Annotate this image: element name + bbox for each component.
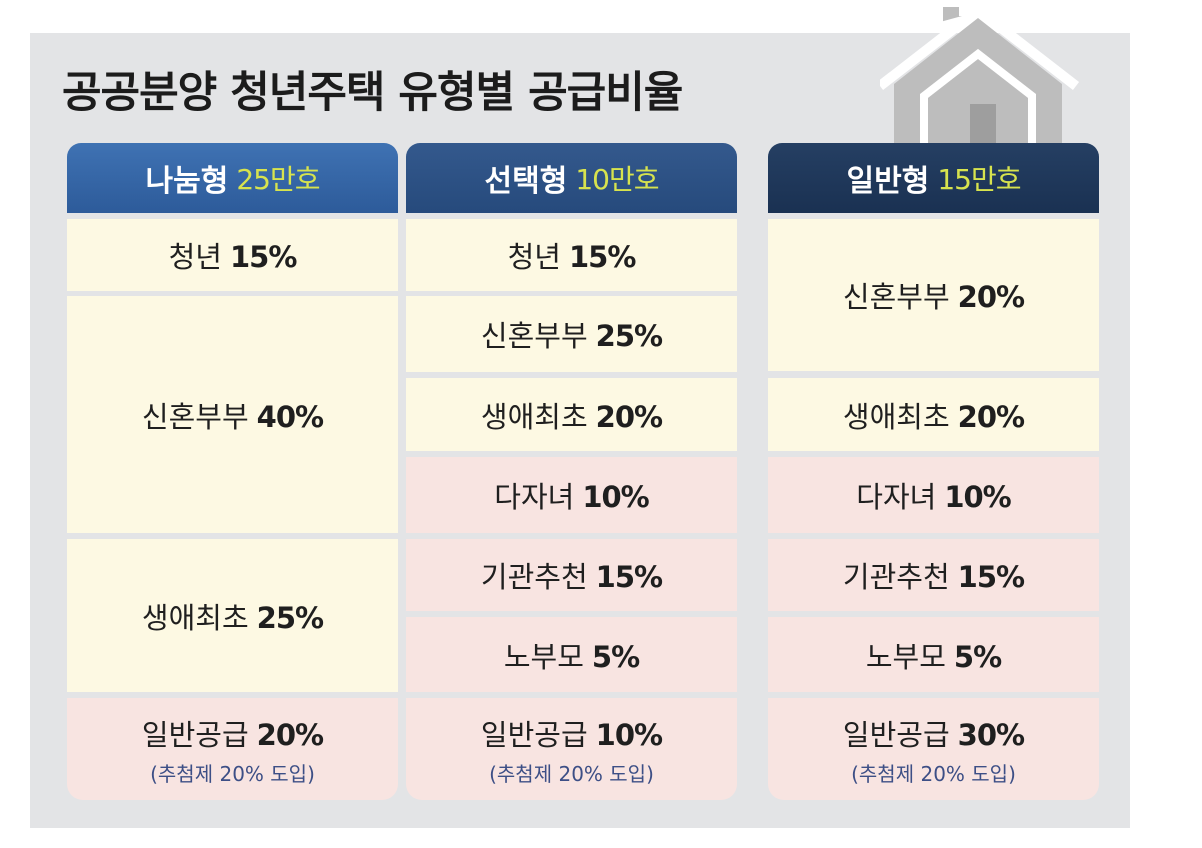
table-cell: 신혼부부 25% — [406, 296, 737, 372]
column-count: 15만호 — [937, 163, 1021, 196]
table-cell: 다자녀 10% — [406, 457, 737, 533]
table-cell: 청년 15% — [406, 219, 737, 291]
cell-percent: 15% — [568, 240, 636, 274]
cell-label: 일반공급 — [141, 717, 249, 752]
cell-note: (추첨제 20% 도입) — [150, 761, 315, 786]
table-cell: 청년 15% — [67, 219, 398, 291]
table-cell: 생애최초 20% — [406, 378, 737, 451]
table-cell: 일반공급 20% (추첨제 20% 도입) — [67, 698, 398, 800]
cell-label: 일반공급 — [480, 717, 588, 752]
cell-percent: 15% — [957, 560, 1025, 594]
table-cell: 일반공급 10% (추첨제 20% 도입) — [406, 698, 737, 800]
table-cell: 노부모 5% — [406, 617, 737, 692]
cell-percent: 30% — [957, 717, 1025, 752]
column-header: 일반형 15만호 — [768, 143, 1099, 213]
cell-percent: 5% — [591, 639, 640, 674]
cell-note: (추첨제 20% 도입) — [851, 761, 1016, 786]
column-header: 선택형 10만호 — [406, 143, 737, 213]
cell-percent: 10% — [582, 480, 649, 514]
column-header: 나눔형 25만호 — [67, 143, 398, 213]
cell-label: 신혼부부 — [141, 399, 249, 434]
house-icon — [880, 1, 1080, 150]
cell-label: 청년 — [507, 240, 561, 274]
cell-percent: 25% — [595, 319, 663, 353]
cell-percent: 15% — [229, 240, 297, 274]
cell-label: 기관추천 — [842, 560, 950, 594]
cell-percent: 20% — [957, 280, 1025, 314]
table-cell: 노부모 5% — [768, 617, 1099, 692]
table-cell: 기관추천 15% — [768, 539, 1099, 611]
cell-label: 생애최초 — [480, 399, 588, 434]
column-count: 10만호 — [575, 163, 659, 196]
cell-percent: 20% — [256, 717, 324, 752]
cell-label: 청년 — [168, 240, 222, 274]
table-cell: 기관추천 15% — [406, 539, 737, 611]
cell-percent: 15% — [595, 560, 663, 594]
page-title: 공공분양 청년주택 유형별 공급비율 — [62, 68, 683, 118]
cell-label: 기관추천 — [480, 560, 588, 594]
table-cell: 신혼부부 40% — [67, 296, 398, 533]
table-cell: 신혼부부 20% — [768, 219, 1099, 371]
table-cell: 일반공급 30% (추첨제 20% 도입) — [768, 698, 1099, 800]
cell-label: 노부모 — [865, 639, 946, 674]
table-cell: 생애최초 25% — [67, 539, 398, 692]
cell-label: 신혼부부 — [480, 319, 588, 353]
cell-percent: 10% — [944, 480, 1011, 514]
cell-label: 다자녀 — [856, 480, 937, 514]
cell-label: 생애최초 — [842, 399, 950, 434]
column-name: 나눔형 — [145, 164, 229, 199]
table-cell: 다자녀 10% — [768, 457, 1099, 533]
cell-percent: 20% — [595, 399, 663, 434]
cell-note: (추첨제 20% 도입) — [489, 761, 654, 786]
column-name: 선택형 — [484, 164, 568, 199]
cell-percent: 5% — [953, 639, 1002, 674]
cell-label: 다자녀 — [494, 480, 575, 514]
cell-percent: 20% — [957, 399, 1025, 434]
column-count: 25만호 — [236, 163, 320, 196]
cell-label: 생애최초 — [141, 600, 249, 635]
cell-label: 신혼부부 — [842, 280, 950, 314]
table-cell: 생애최초 20% — [768, 378, 1099, 451]
cell-percent: 40% — [256, 399, 324, 434]
cell-label: 일반공급 — [842, 717, 950, 752]
column-name: 일반형 — [846, 164, 930, 199]
cell-percent: 10% — [595, 717, 663, 752]
cell-percent: 25% — [256, 600, 324, 635]
cell-label: 노부모 — [503, 639, 584, 674]
